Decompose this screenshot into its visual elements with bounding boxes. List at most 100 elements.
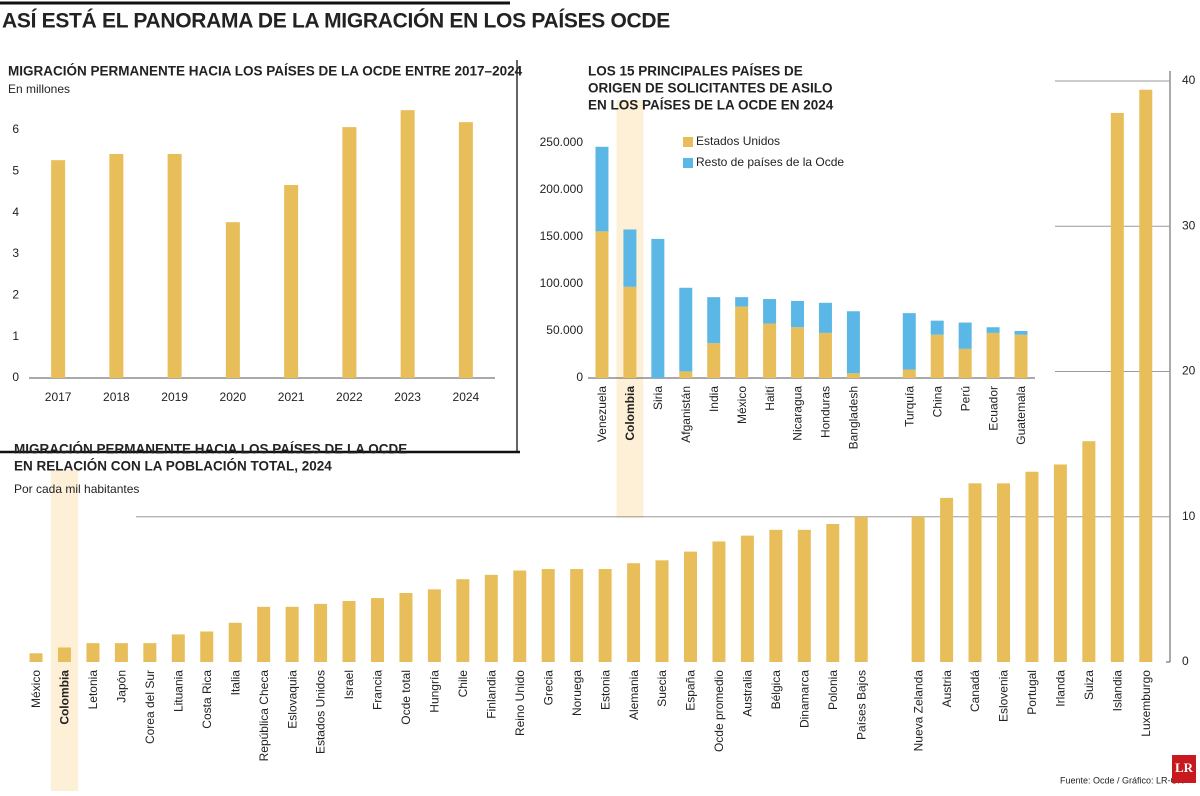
bar xyxy=(627,563,641,662)
bar xyxy=(399,593,413,662)
x-tick-label: Colombia xyxy=(623,386,637,441)
bar xyxy=(854,516,868,662)
x-tick-label: Haití xyxy=(763,385,777,410)
x-tick-label: 2018 xyxy=(103,390,130,404)
x-tick-label: Bélgica xyxy=(769,670,783,710)
bar xyxy=(940,497,954,662)
bar xyxy=(1025,471,1039,662)
bar-segment xyxy=(1014,334,1028,378)
y-tick-label: 40 xyxy=(1182,73,1196,87)
x-tick-label: Turquía xyxy=(902,386,916,427)
bar xyxy=(167,153,182,378)
x-tick-label: Colombia xyxy=(58,670,72,725)
x-tick-label: Corea del Sur xyxy=(143,670,157,744)
bar xyxy=(598,569,612,662)
x-tick-label: 2023 xyxy=(394,390,421,404)
bar-segment xyxy=(958,348,972,378)
bar-segment xyxy=(623,229,637,287)
bar xyxy=(370,598,384,662)
bar-segment xyxy=(958,322,972,349)
bar xyxy=(458,122,473,378)
bar-segment xyxy=(930,334,944,378)
x-tick-label: 2021 xyxy=(278,390,305,404)
x-tick-label: Ecuador xyxy=(986,386,1000,431)
bar xyxy=(996,483,1010,662)
bar xyxy=(797,529,811,662)
y-tick-label: 3 xyxy=(12,246,19,260)
bar xyxy=(143,643,157,662)
x-tick-label: Eslovaquia xyxy=(285,670,299,729)
bar xyxy=(400,110,415,378)
chart-title: MIGRACIÓN PERMANENTE HACIA LOS PAÍSES DE… xyxy=(14,442,407,457)
bar xyxy=(427,589,441,662)
y-tick-label: 0 xyxy=(1182,654,1189,668)
x-tick-label: Austria xyxy=(940,670,954,708)
bar xyxy=(655,560,669,662)
bar xyxy=(712,541,726,662)
x-tick-label: Irlanda xyxy=(1054,670,1068,707)
x-tick-label: Nicaragua xyxy=(791,386,805,441)
x-tick-label: Suiza xyxy=(1082,670,1096,700)
bar xyxy=(456,579,470,662)
x-tick-label: Venezuela xyxy=(595,386,609,442)
y-tick-label: 30 xyxy=(1182,218,1196,232)
x-tick-label: España xyxy=(684,670,698,711)
bar-segment xyxy=(791,300,805,328)
x-tick-label: 2020 xyxy=(220,390,247,404)
bar xyxy=(342,127,357,379)
x-tick-label: Ocde total xyxy=(399,670,413,725)
x-tick-label: Países Bajos xyxy=(854,670,868,740)
x-tick-label: Luxemburgo xyxy=(1139,670,1153,737)
chart-title: EN LOS PAÍSES DE LA OCDE EN 2024 xyxy=(588,98,834,113)
x-tick-label: Islandia xyxy=(1110,670,1124,712)
bar-segment xyxy=(623,286,637,378)
x-tick-label: 2019 xyxy=(161,390,188,404)
bar xyxy=(228,622,242,662)
x-tick-label: Letonia xyxy=(86,670,100,710)
bar-segment xyxy=(791,327,805,378)
x-tick-label: Alemania xyxy=(627,670,641,720)
chart-subtitle: En millones xyxy=(8,82,70,96)
bar xyxy=(484,574,498,662)
x-tick-label: República Checa xyxy=(257,670,271,762)
chart-title: LOS 15 PRINCIPALES PAÍSES DE xyxy=(588,64,803,79)
x-tick-label: Noruega xyxy=(570,670,584,716)
bar-segment xyxy=(679,371,693,378)
main-title: ASÍ ESTÁ EL PANORAMA DE LA MIGRACIÓN EN … xyxy=(2,9,670,33)
x-tick-label: Suecia xyxy=(655,670,669,707)
bar xyxy=(826,524,840,662)
x-tick-label: Bangladesh xyxy=(847,386,861,449)
bar xyxy=(911,516,925,662)
legend-swatch xyxy=(683,137,693,147)
x-tick-label: Estonia xyxy=(598,670,612,710)
bar-segment xyxy=(735,306,749,378)
x-tick-label: Polonia xyxy=(826,670,840,710)
x-tick-label: Israel xyxy=(342,670,356,699)
x-tick-label: Reino Unido xyxy=(513,670,527,736)
x-tick-label: Lituania xyxy=(171,670,185,712)
x-tick-label: Hungría xyxy=(428,670,442,713)
x-tick-label: Siria xyxy=(651,386,665,410)
x-tick-label: 2022 xyxy=(336,390,363,404)
bar xyxy=(257,606,271,662)
y-tick-label: 6 xyxy=(12,122,19,136)
y-tick-label: 2 xyxy=(12,288,19,302)
y-tick-label: 50.000 xyxy=(546,323,583,337)
chart-title: EN RELACIÓN CON LA POBLACIÓN TOTAL, 2024 xyxy=(14,459,332,474)
x-tick-label: Japón xyxy=(115,670,129,703)
bar-segment xyxy=(735,297,749,307)
bar xyxy=(225,222,240,378)
x-tick-label: Guatemala xyxy=(1014,386,1028,445)
x-tick-label: Grecia xyxy=(541,670,555,706)
bar xyxy=(683,551,697,662)
y-tick-label: 5 xyxy=(12,164,19,178)
bar xyxy=(740,535,754,662)
chart-title: MIGRACIÓN PERMANENTE HACIA LOS PAÍSES DE… xyxy=(8,64,523,79)
bar xyxy=(1082,441,1096,662)
legend-label: Resto de países de la Ocde xyxy=(696,155,844,169)
x-tick-label: Italia xyxy=(228,670,242,696)
x-tick-label: México xyxy=(29,670,43,708)
x-tick-label: China xyxy=(930,386,944,418)
x-tick-label: Afganistán xyxy=(679,386,693,443)
